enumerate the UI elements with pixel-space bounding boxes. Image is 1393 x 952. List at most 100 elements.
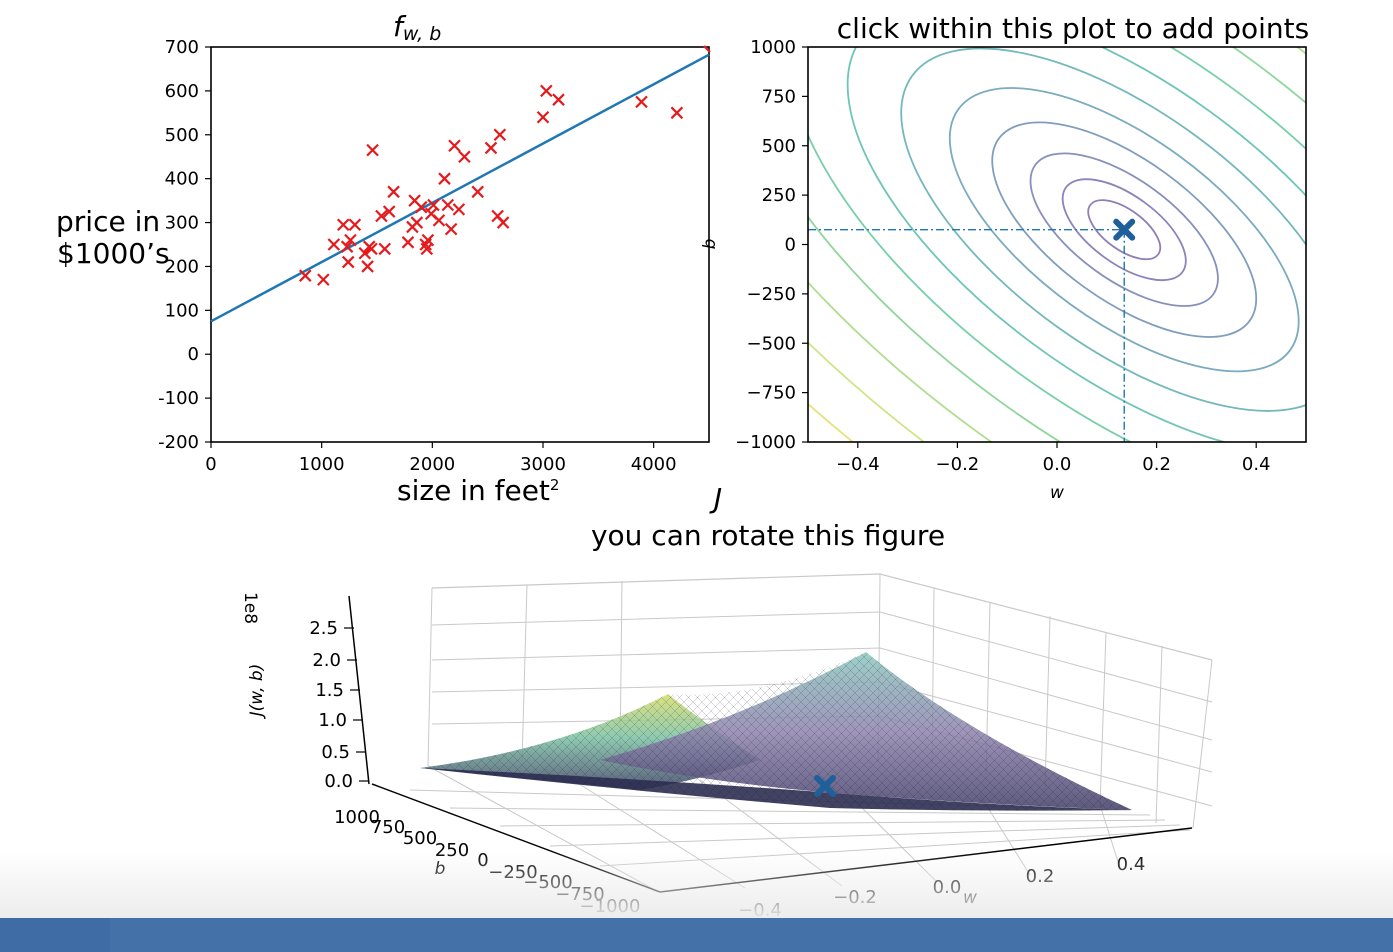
- data-point: [361, 260, 374, 273]
- data-point: [348, 218, 362, 232]
- scatter-ytick-label: -200: [158, 432, 199, 453]
- contour-ytick-label: 0: [785, 235, 796, 256]
- surface-blabel: b: [435, 859, 446, 879]
- scatter-ylabel-line2: $1000’s: [57, 237, 170, 270]
- data-point: [378, 242, 392, 256]
- data-point: [458, 150, 471, 164]
- contour-line: [808, 47, 1306, 442]
- data-point: [444, 222, 458, 236]
- data-point: [375, 209, 388, 223]
- scatter-ytick-label: -100: [158, 388, 199, 409]
- z-tick-label: 1.0: [318, 710, 347, 731]
- z-tick-label: 0.5: [321, 742, 350, 763]
- contour-xtick-label: 0.4: [1242, 454, 1271, 475]
- data-point: [387, 185, 400, 199]
- data-point: [317, 273, 330, 286]
- surface-zlabel: J(w, b): [247, 664, 267, 720]
- data-point: [441, 198, 455, 212]
- data-point: [471, 185, 484, 199]
- data-point: [341, 255, 355, 269]
- scatter-xlabel: size in feet2: [397, 474, 559, 507]
- data-point: [414, 200, 428, 214]
- surface-subtitle: you can rotate this figure: [591, 519, 945, 552]
- contour-line: [846, 47, 1306, 442]
- scatter-ytick-label: 0: [188, 344, 199, 365]
- data-point: [448, 139, 461, 153]
- w-tick-label: 0.0: [933, 877, 962, 898]
- w-axis: [659, 827, 1193, 893]
- surface-mesh: [420, 652, 1132, 811]
- scatter-ytick-label: 400: [165, 169, 199, 190]
- z-tick-label: 0.0: [324, 771, 353, 792]
- data-point: [382, 205, 396, 218]
- surface-zscale: 1e8: [240, 592, 260, 624]
- data-point: [493, 128, 507, 142]
- w-tick-label: 0.2: [1026, 866, 1055, 887]
- w-tick-label: 0.4: [1117, 854, 1146, 875]
- data-point: [552, 93, 565, 106]
- b-tick-label: 0: [477, 850, 488, 871]
- data-point: [421, 233, 435, 247]
- contour-frame: [807, 46, 1307, 443]
- contour-line: [808, 47, 1306, 442]
- data-point: [427, 198, 440, 212]
- scatter-title: fw, b: [393, 10, 441, 45]
- cost-marker: [1113, 218, 1136, 241]
- b-tick-label: 500: [403, 828, 437, 849]
- contour-ytick-label: −250: [747, 284, 796, 305]
- contour-xtick-label: 0.2: [1142, 454, 1171, 475]
- data-point: [340, 240, 354, 253]
- scatter-xtick-label: 4000: [631, 454, 677, 475]
- data-point: [344, 233, 357, 247]
- data-point: [336, 218, 350, 232]
- data-point: [438, 172, 451, 185]
- contour-line: [900, 47, 1306, 412]
- data-point: [540, 84, 553, 98]
- contour-line: [991, 121, 1258, 338]
- contour-ytick-label: 250: [762, 185, 796, 206]
- scatter-xtick-label: 2000: [409, 454, 455, 475]
- scatter-ytick-label: 500: [165, 125, 199, 146]
- data-point: [670, 106, 684, 120]
- surface-wlabel: w: [963, 888, 977, 908]
- data-point: [401, 236, 415, 249]
- contour-line: [808, 47, 1306, 442]
- surface-plot[interactable]: J you can rotate this figure 2.5 2.0 1.5 1.…: [240, 482, 1213, 921]
- contour-plot[interactable]: click within this plot to add points 100…: [325, 0, 1393, 938]
- contour-ytick-label: 1000: [750, 37, 796, 58]
- taskbar-left-segment: [0, 918, 110, 952]
- data-point: [452, 203, 466, 216]
- scatter-ytick-label: 100: [165, 300, 199, 321]
- scatter-xtick-label: 0: [205, 454, 216, 475]
- contour-line: [1061, 178, 1187, 282]
- cost-surface: [420, 652, 1132, 811]
- scatter-frame: [210, 46, 710, 443]
- data-point: [358, 246, 372, 260]
- contour-ytick-label: −1000: [735, 432, 796, 453]
- b-tick-label: 1000: [334, 807, 380, 828]
- b-tick-label: 750: [371, 817, 405, 838]
- data-point: [365, 242, 378, 256]
- data-point-edge: [703, 45, 711, 53]
- scatter-xtick-label: 1000: [299, 454, 345, 475]
- contour-ytick-label: −750: [747, 383, 796, 404]
- surface-title: J: [709, 482, 722, 515]
- contour-xtick-label: −0.2: [936, 454, 980, 475]
- scatter-ytick-label: 300: [165, 213, 199, 234]
- b-tick-label: 250: [435, 840, 469, 861]
- contour-line: [1029, 152, 1219, 307]
- scatter-ytick-label: 600: [165, 81, 199, 102]
- z-tick-label: 2.0: [312, 650, 341, 671]
- contour-ytick-label: −500: [747, 333, 796, 354]
- b-tick-label: −1000: [580, 896, 641, 917]
- scatter-xtick-label: 3000: [520, 454, 566, 475]
- contour-title: click within this plot to add points: [837, 12, 1309, 45]
- contour-line: [948, 87, 1300, 373]
- scatter-ytick-label: 200: [165, 256, 199, 277]
- contour-lines: [808, 47, 1306, 442]
- data-point: [484, 141, 498, 155]
- z-tick-label: 2.5: [309, 618, 338, 639]
- contour-line: [1087, 199, 1162, 261]
